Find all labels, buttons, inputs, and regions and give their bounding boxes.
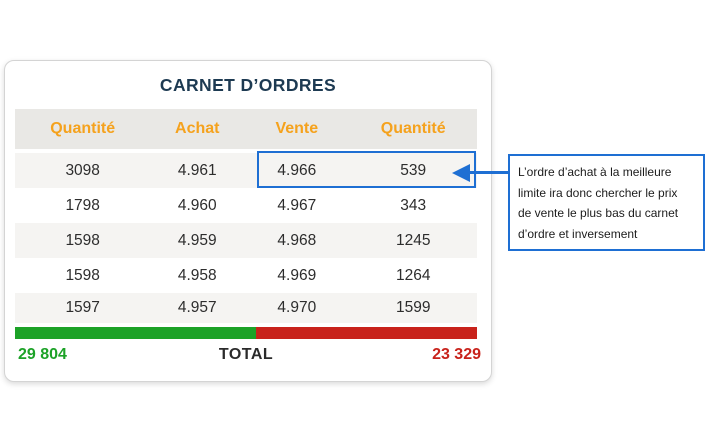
cell-qty-buy: 1798 [65,196,100,214]
sell-total: 23 329 [432,346,481,363]
card-title: CARNET D’ORDRES [159,75,337,95]
header-quantity-sell: Quantité [380,120,446,137]
cell-qty-buy: 1598 [65,231,100,249]
cell-achat: 4.959 [177,231,217,249]
order-book-table: Quantité Achat Vente Quantité 3098 4.961… [15,109,481,366]
annotation-line: limite ira donc chercher le prix [518,185,678,200]
annotation-line: de vente le plus bas du carnet [518,206,679,220]
header-quantity-buy: Quantité [50,120,116,137]
cell-vente: 4.968 [277,231,317,249]
header-vente: Vente [275,120,319,137]
buy-total: 29 804 [18,346,67,363]
table-row: 1598 4.959 4.968 1245 [15,223,477,258]
total-bar-red [256,327,477,339]
cell-vente: 4.969 [277,266,317,284]
order-book-card: CARNET D’ORDRES Quantité Achat Vente Qua… [4,60,492,382]
cell-vente: 4.966 [277,161,317,179]
cell-qty-sell: 1264 [395,266,431,284]
cell-achat: 4.957 [177,299,217,316]
cell-vente: 4.967 [277,196,317,214]
table-row: 1598 4.958 4.969 1264 [15,258,477,293]
cell-achat: 4.958 [177,266,217,284]
cell-qty-sell: 1599 [395,299,431,316]
table-row: 1798 4.960 4.967 343 [15,188,477,223]
table-row: 3098 4.961 4.966 539 [15,153,477,188]
cell-vente: 4.970 [277,299,317,316]
annotation-line: L’ordre d’achat à la meilleure [518,165,672,179]
total-label: TOTAL [218,346,274,363]
cell-qty-sell: 539 [400,161,427,179]
cell-achat: 4.961 [177,161,217,179]
annotation-line: d’ordre et inversement [518,226,638,241]
total-bar [15,327,477,339]
arrow-left-icon [452,164,470,182]
cell-qty-sell: 1245 [395,231,431,249]
cell-qty-buy: 1598 [65,266,100,284]
header-achat: Achat [175,120,220,137]
table-row: 1597 4.957 4.970 1599 [15,293,477,323]
table-header-row: Quantité Achat Vente Quantité [15,109,477,149]
annotation-callout: L’ordre d’achat à la meilleure limite ir… [508,154,705,251]
cell-achat: 4.960 [177,196,217,214]
cell-qty-buy: 3098 [65,161,100,179]
cell-qty-buy: 1597 [65,299,100,316]
totals-row: 29 804 TOTAL 23 329 [15,344,481,366]
callout-arrow-line [462,171,509,174]
total-bar-green [15,327,257,339]
cell-qty-sell: 343 [400,196,427,214]
